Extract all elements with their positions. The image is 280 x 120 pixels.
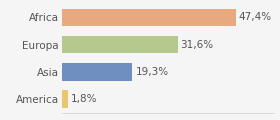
Text: 47,4%: 47,4% xyxy=(239,12,272,22)
Text: 31,6%: 31,6% xyxy=(181,40,214,50)
Text: 1,8%: 1,8% xyxy=(71,94,98,104)
Bar xyxy=(62,36,178,53)
Bar xyxy=(62,9,235,26)
Bar xyxy=(62,90,68,108)
Text: 19,3%: 19,3% xyxy=(135,67,169,77)
Bar xyxy=(62,63,132,81)
